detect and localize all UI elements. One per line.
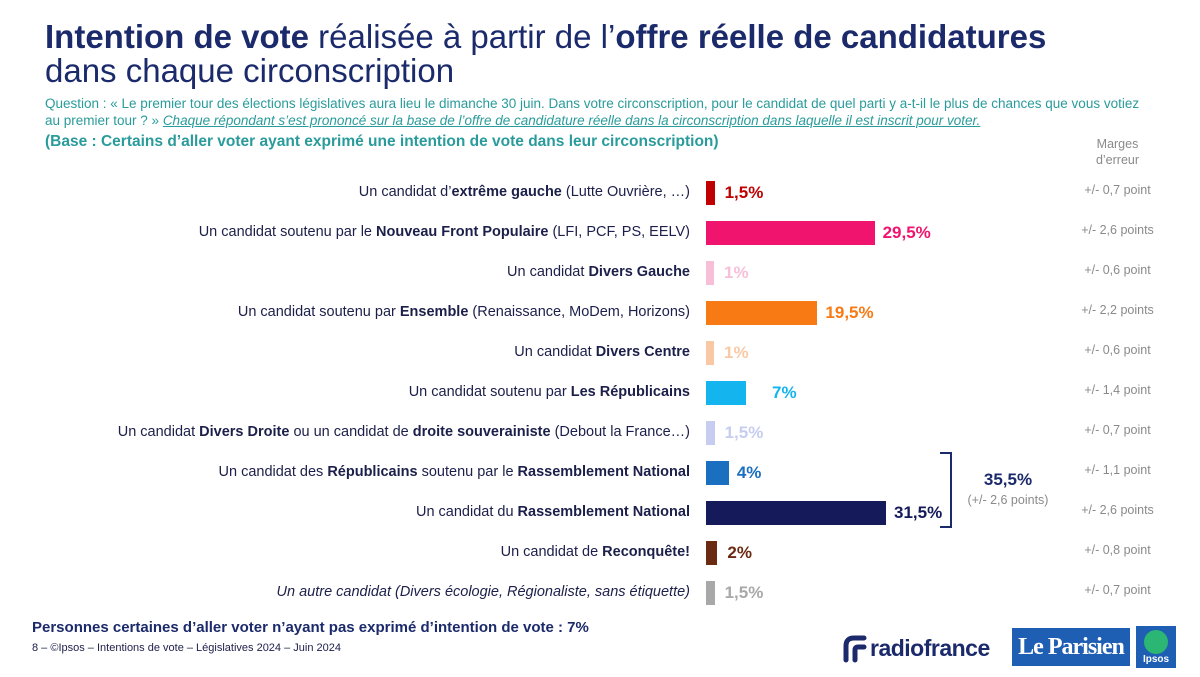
category-label-part: (Lutte Ouvrière, …) [561,184,690,200]
category-label: Un candidat Divers Droite ou un candidat… [118,424,690,440]
bar [706,501,886,525]
rn-bracket [940,452,952,528]
margin-of-error: +/- 0,8 point [1084,543,1151,557]
value-label: 1,5% [724,583,764,602]
value-label: 1,5% [724,423,764,442]
category-label-part: (Renaissance, MoDem, Horizons) [468,304,690,320]
ipsos-circle-icon [1144,630,1168,654]
question-text: Question : « Le premier tour des électio… [45,95,1155,129]
category-label-part: Rassemblement National [517,464,690,480]
margin-of-error: +/- 2,6 points [1081,223,1154,237]
ipsos-wordmark: Ipsos [1142,654,1170,665]
category-label-part: (Debout la France…) [550,424,690,440]
radiofrance-wordmark: radiofrance [870,635,990,661]
margin-of-error: +/- 0,6 point [1084,343,1151,357]
category-label: Un candidat du Rassemblement National [416,504,690,520]
category-label: Un candidat soutenu par Ensemble (Renais… [238,304,690,320]
category-label-part: Ensemble [399,304,469,320]
category-label-part: Un candidat du [415,504,518,520]
bracket-moe-label: (+/- 2,6 points) [967,493,1049,507]
radiofrance-icon [843,635,867,663]
category-label-part: Républicains [327,464,418,480]
category-label-part: Divers Centre [595,344,690,360]
radiofrance-logo: radiofrance [842,632,1007,666]
margin-of-error: +/- 0,7 point [1084,183,1151,197]
value-label: 1,5% [724,183,764,202]
margins-header: Marges d’erreur [1095,137,1140,167]
category-label-part: Un candidat d’ [358,184,452,200]
title-light: réalisée à partir de l’ [309,18,616,55]
bar [706,301,818,325]
value-label: 31,5% [894,503,943,522]
title-bold-1: Intention de vote [45,18,309,55]
category-label: Un candidat soutenu par Les Républicains [409,384,690,400]
bar [706,341,714,365]
category-label-part: soutenu par le [417,464,518,480]
question-main: Question : « Le premier tour des électio… [45,96,1140,128]
chart-title: Intention de vote réalisée à partir de l… [45,20,1185,88]
category-label-part: droite souverainiste [412,424,551,440]
category-label-part: Nouveau Front Populaire [376,224,549,240]
bar [706,181,715,205]
value-label: 1% [724,343,749,362]
value-label: 4% [736,463,762,482]
category-label-part: Un candidat de [500,544,603,560]
bar [706,381,746,405]
title-bold-2: offre réelle de candidatures [615,18,1047,55]
bar [706,261,714,285]
margin-of-error: +/- 0,7 point [1084,423,1151,437]
category-label-part: Reconquête! [602,544,690,560]
margin-of-error: +/- 1,1 point [1084,463,1151,477]
value-label: 2% [727,543,752,562]
category-label-part: Un candidat des [218,464,328,480]
category-label: Un candidat Divers Gauche [507,264,690,280]
category-label-part: extrême gauche [451,184,562,200]
category-label-part: Un candidat [514,344,596,360]
value-label: 19,5% [825,303,874,322]
category-label-part: (LFI, PCF, PS, EELV) [548,224,690,240]
category-label: Un candidat d’extrême gauche (Lutte Ouvr… [359,184,690,200]
title-line-2: dans chaque circonscription [45,52,455,89]
category-label: Un autre candidat (Divers écologie, Régi… [277,584,690,600]
category-label-part: ou un candidat de [289,424,413,440]
category-label-part: Divers Gauche [588,264,690,280]
base-text: (Base : Certains d’aller voter ayant exp… [45,133,719,150]
margin-of-error: +/- 2,2 points [1081,303,1154,317]
category-label: Un candidat Divers Centre [514,344,690,360]
category-label-part: Les Républicains [570,384,690,400]
value-label: 1% [724,263,749,282]
margin-of-error: +/- 0,7 point [1084,583,1151,597]
bar [706,461,729,485]
bar [706,581,715,605]
category-label-part: Un candidat soutenu par le [198,224,377,240]
category-label: Un candidat des Républicains soutenu par… [219,464,691,480]
margin-of-error: +/- 0,6 point [1084,263,1151,277]
margin-of-error: +/- 1,4 point [1084,383,1151,397]
footer-note: Personnes certaines d’aller voter n’ayan… [32,619,589,636]
category-label-part: Un candidat [117,424,200,440]
category-label-part: Un autre candidat (Divers écologie, Régi… [276,584,690,600]
leparisien-logo: Le Parisien [1012,628,1130,666]
value-label: 29,5% [882,223,931,242]
bar [706,421,715,445]
category-label: Un candidat soutenu par le Nouveau Front… [199,224,690,240]
source-text: 8 – ©Ipsos – Intentions de vote – Législ… [32,642,341,654]
category-label-part: Un candidat [507,264,589,280]
bar [706,541,718,565]
category-label-part: Divers Droite [199,424,290,440]
question-note: Chaque répondant s’est prononcé sur la b… [162,113,981,128]
category-label-part: Rassemblement National [517,504,690,520]
category-label-part: Un candidat soutenu par [237,304,400,320]
ipsos-logo: Ipsos [1136,626,1176,668]
bar [706,221,875,245]
value-label: 7% [772,383,797,402]
category-label-part: Un candidat soutenu par [408,384,571,400]
category-label: Un candidat de Reconquête! [501,544,690,560]
bracket-value-label: 35,5% [983,470,1033,489]
margin-of-error: +/- 2,6 points [1081,503,1154,517]
